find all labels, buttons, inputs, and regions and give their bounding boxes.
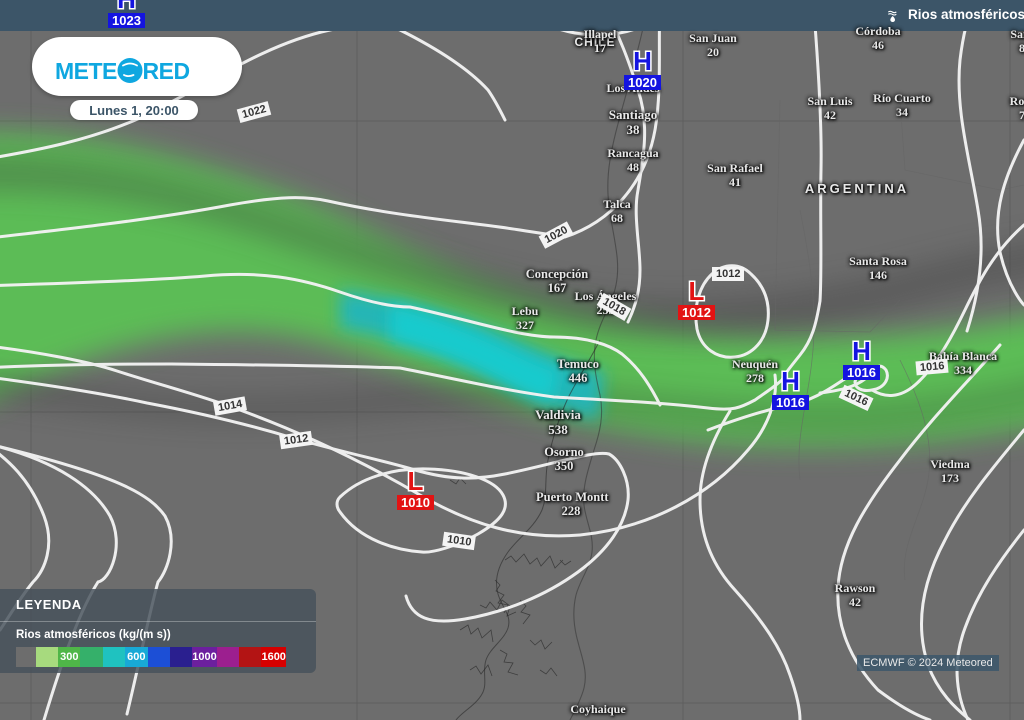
svg-text:METE: METE [55,58,117,84]
svg-text:RED: RED [143,58,190,84]
